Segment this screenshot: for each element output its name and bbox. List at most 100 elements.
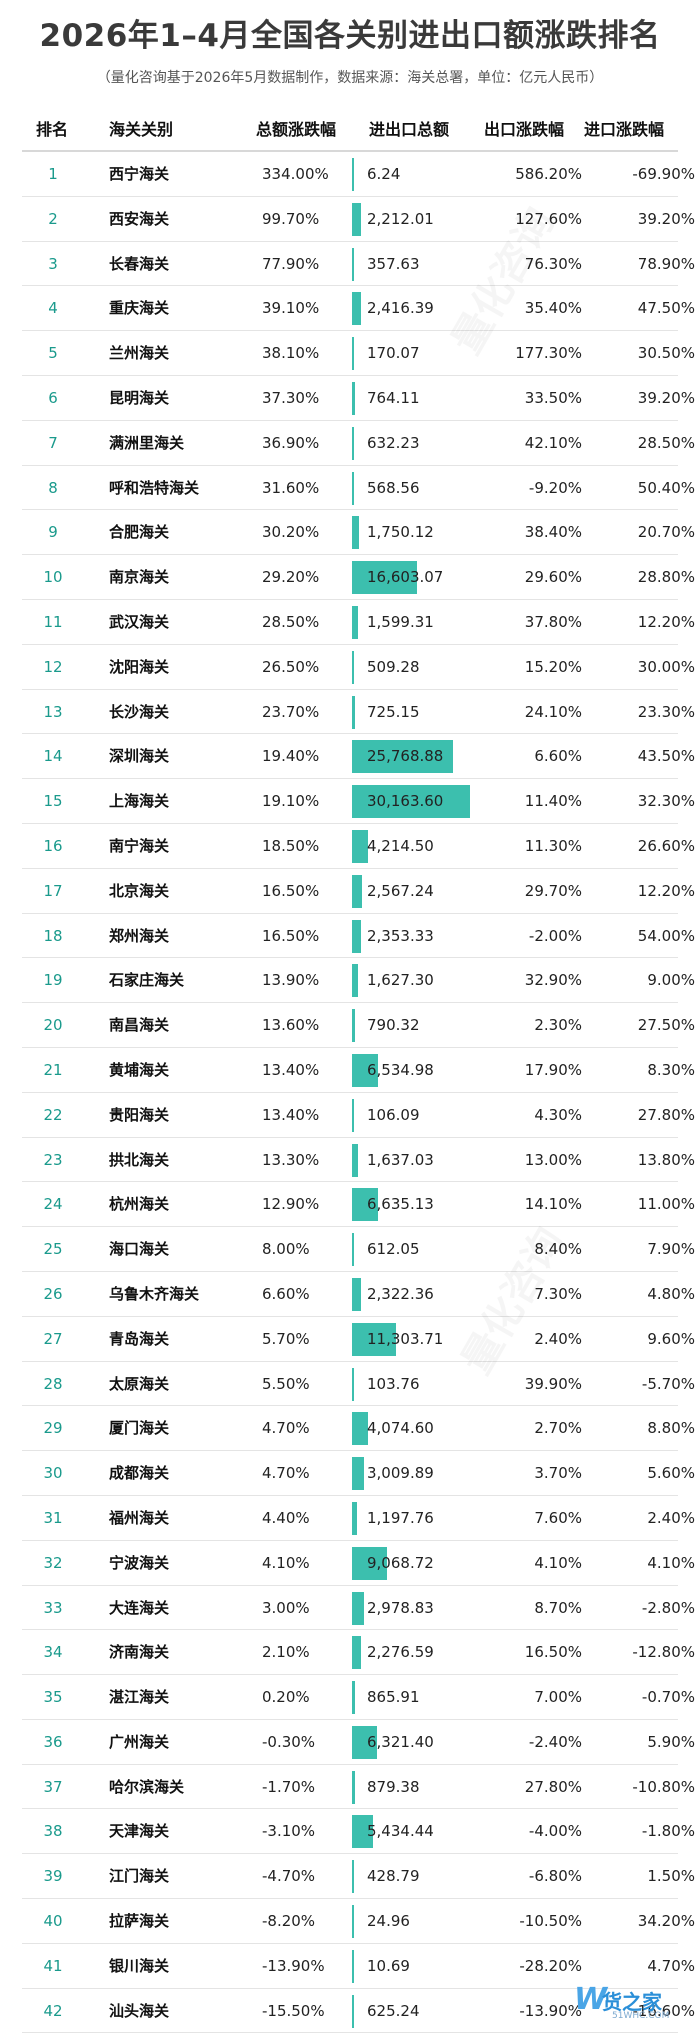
rank-cell: 30 bbox=[43, 1464, 63, 1483]
total-cell: 2,567.24 bbox=[367, 881, 434, 900]
total-cell: 16,603.07 bbox=[367, 568, 444, 587]
rank-cell: 33 bbox=[43, 1598, 63, 1617]
import-growth-cell: 39.20% bbox=[637, 209, 695, 228]
growth-cell: 38.10% bbox=[262, 344, 320, 363]
growth-cell: 99.70% bbox=[262, 209, 320, 228]
total-cell: 5,434.44 bbox=[367, 1822, 434, 1841]
total-cell: 9,068.72 bbox=[367, 1553, 434, 1572]
customs-name-cell: 太原海关 bbox=[109, 1374, 170, 1393]
growth-cell: 13.40% bbox=[262, 1060, 320, 1079]
import-growth-cell: 28.50% bbox=[637, 433, 695, 452]
import-growth-cell: 28.80% bbox=[637, 568, 695, 587]
total-bar bbox=[352, 1053, 378, 1087]
total-cell: 6,321.40 bbox=[367, 1732, 434, 1751]
table-row: 31 福州海关 4.40% 1,197.76 7.60% 2.40% bbox=[22, 1496, 695, 1541]
rank-cell: 42 bbox=[43, 2001, 63, 2020]
total-cell: 2,276.59 bbox=[367, 1643, 434, 1662]
total-bar bbox=[352, 247, 354, 281]
total-bar bbox=[352, 1591, 364, 1625]
export-growth-cell: -28.20% bbox=[519, 1956, 582, 1975]
table-row: 37 哈尔滨海关 -1.70% 879.38 27.80% -10.80% bbox=[22, 1765, 695, 1810]
header-rank: 排名 bbox=[36, 120, 69, 139]
total-bar bbox=[352, 1905, 354, 1939]
growth-cell: 0.20% bbox=[262, 1688, 310, 1707]
import-growth-cell: 4.70% bbox=[647, 1956, 695, 1975]
customs-name-cell: 杭州海关 bbox=[109, 1195, 170, 1214]
total-bar bbox=[352, 740, 453, 774]
total-bar bbox=[352, 1770, 356, 1804]
import-growth-cell: 30.00% bbox=[637, 657, 695, 676]
export-growth-cell: -13.90% bbox=[519, 2001, 582, 2020]
table-row: 42 汕头海关 -15.50% 625.24 -13.90% -16.60% bbox=[22, 1989, 695, 2034]
import-growth-cell: 2.40% bbox=[647, 1508, 695, 1527]
growth-cell: 29.20% bbox=[262, 568, 320, 587]
growth-cell: 18.50% bbox=[262, 836, 320, 855]
table-row: 8 呼和浩特海关 31.60% 568.56 -9.20% 50.40% bbox=[22, 466, 695, 511]
import-growth-cell: 27.50% bbox=[637, 1016, 695, 1035]
growth-cell: 13.40% bbox=[262, 1105, 320, 1124]
export-growth-cell: 3.70% bbox=[534, 1464, 582, 1483]
table-row: 40 拉萨海关 -8.20% 24.96 -10.50% 34.20% bbox=[22, 1899, 695, 1944]
import-growth-cell: 78.90% bbox=[637, 254, 695, 273]
total-bar bbox=[352, 695, 355, 729]
total-bar bbox=[352, 1188, 378, 1222]
total-cell: 10.69 bbox=[367, 1956, 410, 1975]
rank-cell: 14 bbox=[43, 747, 63, 766]
rank-cell: 32 bbox=[43, 1553, 63, 1572]
total-cell: 2,416.39 bbox=[367, 299, 434, 318]
import-growth-cell: 4.10% bbox=[647, 1553, 695, 1572]
rank-cell: 10 bbox=[43, 568, 63, 587]
site-logo: W 货之家 51WHC.COM bbox=[572, 1982, 684, 2026]
export-growth-cell: 11.30% bbox=[524, 836, 582, 855]
export-growth-cell: 27.80% bbox=[524, 1777, 582, 1796]
import-growth-cell: -16.60% bbox=[632, 2001, 695, 2020]
total-cell: 1,197.76 bbox=[367, 1508, 434, 1527]
page-title: 2026年1–4月全国各关别进出口额涨跌排名 bbox=[39, 18, 661, 54]
total-bar bbox=[352, 1725, 377, 1759]
total-bar bbox=[352, 1994, 355, 2028]
rank-cell: 15 bbox=[43, 792, 63, 811]
rank-cell: 37 bbox=[43, 1777, 63, 1796]
customs-name-cell: 宁波海关 bbox=[109, 1553, 170, 1572]
header-customs: 海关关别 bbox=[109, 120, 174, 139]
rank-cell: 28 bbox=[43, 1374, 63, 1393]
growth-cell: 8.00% bbox=[262, 1240, 310, 1259]
total-cell: 625.24 bbox=[367, 2001, 420, 2020]
export-growth-cell: 32.90% bbox=[524, 971, 582, 990]
export-growth-cell: 2.30% bbox=[534, 1016, 582, 1035]
import-growth-cell: 54.00% bbox=[637, 926, 695, 945]
table-row: 3 长春海关 77.90% 357.63 76.30% 78.90% bbox=[22, 242, 695, 287]
export-growth-cell: 29.60% bbox=[524, 568, 582, 587]
growth-cell: 19.10% bbox=[262, 792, 320, 811]
growth-cell: 5.70% bbox=[262, 1329, 310, 1348]
growth-cell: 16.50% bbox=[262, 926, 320, 945]
total-cell: 509.28 bbox=[367, 657, 420, 676]
total-cell: 568.56 bbox=[367, 478, 420, 497]
export-growth-cell: 29.70% bbox=[524, 881, 582, 900]
rank-cell: 2 bbox=[48, 209, 58, 228]
total-bar bbox=[352, 158, 354, 191]
export-growth-cell: 16.50% bbox=[524, 1643, 582, 1662]
export-growth-cell: 586.20% bbox=[515, 165, 582, 183]
customs-name-cell: 南昌海关 bbox=[109, 1016, 170, 1035]
export-growth-cell: 4.30% bbox=[534, 1105, 582, 1124]
customs-name-cell: 广州海关 bbox=[109, 1732, 170, 1751]
customs-name-cell: 湛江海关 bbox=[109, 1688, 170, 1707]
export-growth-cell: 2.70% bbox=[534, 1419, 582, 1438]
customs-name-cell: 兰州海关 bbox=[109, 344, 170, 363]
rank-cell: 25 bbox=[43, 1240, 63, 1259]
customs-name-cell: 郑州海关 bbox=[109, 926, 170, 945]
total-bar bbox=[352, 1143, 359, 1177]
total-bar bbox=[352, 1860, 354, 1894]
rank-cell: 16 bbox=[43, 836, 63, 855]
customs-name-cell: 长沙海关 bbox=[109, 702, 170, 721]
total-bar bbox=[352, 471, 355, 505]
export-growth-cell: 35.40% bbox=[524, 299, 582, 318]
total-cell: 1,627.30 bbox=[367, 971, 434, 990]
table-row: 32 宁波海关 4.10% 9,068.72 4.10% 4.10% bbox=[22, 1541, 695, 1586]
customs-name-cell: 拉萨海关 bbox=[109, 1912, 170, 1931]
growth-cell: 77.90% bbox=[262, 254, 320, 273]
export-growth-cell: 127.60% bbox=[515, 209, 582, 228]
import-growth-cell: 8.30% bbox=[647, 1060, 695, 1079]
growth-cell: -1.70% bbox=[262, 1777, 316, 1796]
